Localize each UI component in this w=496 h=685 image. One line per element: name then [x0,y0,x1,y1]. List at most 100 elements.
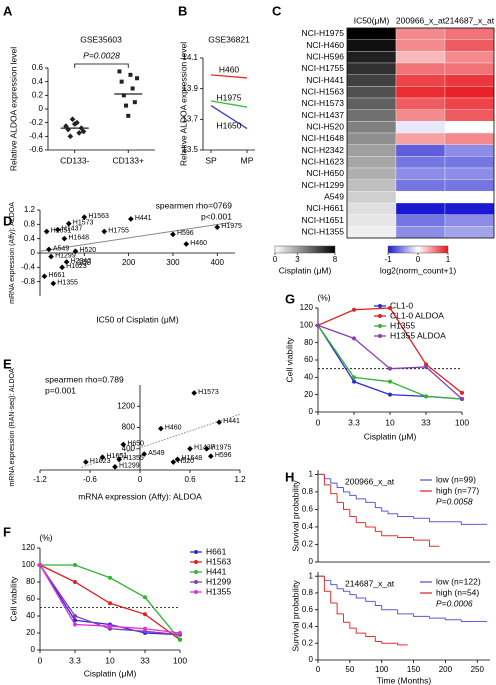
heatmap-cell [444,156,495,169]
x-tick-label: CD133+ [113,155,144,165]
data-point [73,563,77,567]
x-axis-label: IC50 of Cisplatin (μM) [96,314,179,324]
heatmap-cell [444,144,495,157]
point-label: H650 [127,440,144,447]
data-point [178,637,182,642]
x-tick-label: -0.6 [83,475,97,484]
y-tick-label: 0.6 [302,505,314,514]
data-point [203,445,210,452]
survival-step [374,502,382,509]
survival-step [323,576,331,592]
y-tick-label: 0.6 [302,605,314,614]
x-tick-label: 50 [345,665,354,674]
heatmap-cell [444,167,495,180]
data-point [183,241,190,247]
data-point [61,235,68,242]
survival-step [444,618,462,621]
survival-step [330,580,338,586]
x-tick-label: 200 [122,258,136,267]
series-label: H460 [219,65,240,75]
y-axis-label: Cell viability [8,576,18,622]
y-tick-label: 0.2 [302,638,314,647]
y-tick-label: -0.6 [29,145,43,154]
heatmap-cell [444,27,495,40]
point-label: H661 [48,272,65,279]
point-label: H1623 [66,263,87,270]
y-tick-label: 60 [26,594,35,603]
survival-step [323,474,331,486]
data-point [81,214,88,220]
y-tick-label: 0.6 [32,63,44,72]
colorbar-tick-label: 0 [273,255,278,264]
legend-label: low (n=122) [436,576,481,586]
colorbar-tick-label: 0 [416,255,421,264]
point-label: H1437 [194,445,215,452]
legend-marker [378,304,382,308]
series-line [210,100,248,108]
panel-letter: A [3,3,13,18]
panel-letter: E [3,356,12,371]
data-point [73,622,77,627]
chart-title: GSE35603 [80,34,122,44]
row-label: NCI-H1648 [301,133,344,143]
survival-step [413,537,430,541]
colorbar-tick-label: 3 [295,255,300,264]
column-header: 214687_x_at [445,15,495,25]
x-tick-label: 0 [138,475,143,484]
data-point [191,390,197,396]
legend-marker [194,550,198,554]
data-point [316,323,320,328]
data-point [460,397,464,401]
x-tick-label: 150 [407,665,421,674]
row-label: NCI-H441 [306,75,344,85]
data-point [187,445,193,452]
survival-step [342,588,350,592]
heatmap-cell [346,97,397,110]
colorbar-tick-label: -1 [384,255,392,264]
data-point [174,456,181,463]
colorbar-tick-label: 1 [446,255,451,264]
panel-letter: D [3,213,12,228]
legend-label: H1355 [390,320,415,330]
point-label: H460 [190,240,207,247]
survival-step [413,516,430,519]
heatmap-cell [395,202,446,215]
survival-step [365,633,376,638]
heatmap-cell [395,132,446,145]
data-point [143,595,147,600]
y-tick-label: 0.4 [32,77,44,86]
x-tick-label: CD133- [60,155,89,165]
y-axis-label: mRNA expression (RAN-seq): ALDOA [9,368,16,487]
data-point [352,375,356,380]
x-tick-label: 200 [439,665,453,674]
survival-step [381,507,389,512]
row-label: NCI-H1651 [301,215,344,225]
data-point [99,454,106,461]
x-tick-label: SP [205,155,217,165]
y-tick-label: 1.2 [24,205,36,214]
legend-label: high (n=77) [436,485,479,495]
heatmap-cell [395,214,446,227]
point-label: H1755 [108,227,129,234]
panel-letter: C [272,3,282,18]
survival-step [323,576,331,581]
survival-step [349,591,357,596]
heatmap-cell [395,156,446,169]
y-tick-label: 13.7 [182,114,198,123]
point-label: H1299 [55,252,76,259]
heatmap-cell [395,191,446,204]
y-axis-label: Relative ALDOA expression level [8,47,18,171]
heatmap-cell [346,144,397,157]
legend-marker [378,324,382,328]
y-tick-label: 40 [304,372,313,381]
x-tick-label: 250 [471,665,485,674]
data-point [80,128,87,135]
survival-step [336,603,344,615]
legend-label: H661 [206,546,227,556]
annotation: spearmen rho=0.789 [45,374,124,384]
survival-step [387,511,398,515]
point-label: H520 [177,458,194,465]
data-point [108,601,112,606]
y-tick-label: 100 [22,560,36,569]
